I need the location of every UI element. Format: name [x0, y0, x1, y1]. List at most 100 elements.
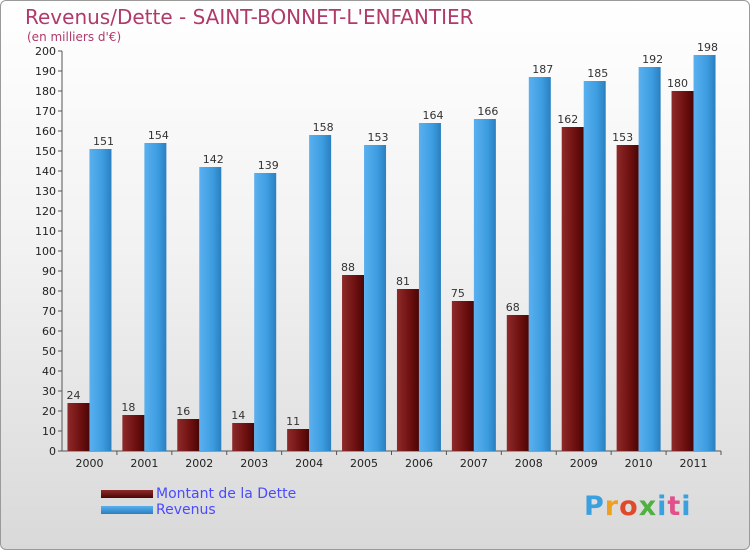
revenue-bar	[693, 55, 716, 451]
revenue-bar	[583, 81, 606, 451]
logo-letter: r	[604, 491, 620, 522]
revenue-value-label: 198	[697, 41, 718, 54]
revenue-value-label: 151	[93, 135, 114, 148]
x-tick-label: 2004	[295, 457, 323, 470]
proxiti-logo: Proxiti	[584, 491, 692, 522]
revenue-value-label: 139	[258, 159, 279, 172]
debt-value-label: 75	[451, 287, 465, 300]
revenue-value-label: 153	[368, 131, 389, 144]
debt-value-label: 88	[341, 261, 355, 274]
revenue-value-label: 166	[477, 105, 498, 118]
revenue-value-label: 142	[203, 153, 224, 166]
debt-value-label: 153	[612, 131, 633, 144]
debt-value-label: 68	[506, 301, 520, 314]
debt-bar	[342, 275, 365, 451]
y-tick-label: 30	[42, 385, 56, 398]
y-tick-label: 200	[35, 45, 56, 58]
value-labels: 24 151 18 154 16 142 14 139 11 158 88 153 81 164 75 166…	[66, 41, 718, 428]
revenue-value-label: 192	[642, 53, 663, 66]
legend-label-revenue: Revenus	[156, 502, 216, 518]
debt-value-label: 24	[66, 389, 80, 402]
y-tick-label: 90	[42, 265, 56, 278]
debt-bar	[616, 145, 639, 451]
y-tick-label: 20	[42, 405, 56, 418]
x-tick-label: 2007	[460, 457, 488, 470]
debt-bar	[232, 423, 255, 451]
y-tick-label: 50	[42, 345, 56, 358]
debt-bar	[506, 315, 529, 451]
legend-swatch-revenue	[101, 506, 153, 514]
chart-subtitle: (en milliers d'€)	[27, 30, 122, 44]
x-tick-label: 2000	[75, 457, 103, 470]
revenue-bar	[364, 145, 387, 451]
revenue-value-label: 187	[532, 63, 553, 76]
legend-label-debt: Montant de la Dette	[156, 486, 297, 502]
logo-letter: i	[657, 491, 668, 522]
debt-value-label: 180	[667, 77, 688, 90]
debt-value-label: 81	[396, 275, 410, 288]
logo-letter: t	[667, 491, 682, 522]
debt-bar	[671, 91, 694, 451]
revenue-bar	[254, 173, 277, 451]
x-tick-label: 2002	[185, 457, 213, 470]
x-tick-label: 2001	[130, 457, 158, 470]
revenue-bar	[199, 167, 222, 451]
debt-value-label: 162	[557, 113, 578, 126]
y-tick-label: 70	[42, 305, 56, 318]
y-tick-label: 10	[42, 425, 56, 438]
debt-value-label: 11	[286, 415, 300, 428]
revenue-bar	[638, 67, 661, 451]
revenue-bar	[528, 77, 551, 451]
revenue-bar	[144, 143, 167, 451]
y-tick-label: 110	[35, 225, 56, 238]
debt-bar	[287, 429, 310, 451]
x-tick-label: 2011	[680, 457, 708, 470]
logo-letter: o	[619, 491, 639, 522]
debt-value-label: 14	[231, 409, 245, 422]
axes: 0 10 20 30 40 50 60 70 80 90 100 110 120 130 140 150 160…	[35, 45, 722, 470]
y-tick-label: 60	[42, 325, 56, 338]
y-tick-label: 130	[35, 185, 56, 198]
y-tick-label: 0	[49, 445, 56, 458]
revenue-value-label: 154	[148, 129, 169, 142]
debt-bar	[561, 127, 584, 451]
debt-bar	[122, 415, 145, 451]
y-tick-label: 40	[42, 365, 56, 378]
y-tick-label: 150	[35, 145, 56, 158]
revenue-value-label: 185	[587, 67, 608, 80]
logo-letter: P	[584, 491, 605, 522]
revenue-value-label: 164	[422, 109, 443, 122]
revenue-bar	[309, 135, 332, 451]
revenue-bar	[89, 149, 112, 451]
revenue-value-label: 158	[313, 121, 334, 134]
y-tick-label: 120	[35, 205, 56, 218]
y-tick-label: 80	[42, 285, 56, 298]
logo-letter: x	[638, 491, 658, 522]
x-tick-label: 2008	[515, 457, 543, 470]
revenue-bar	[473, 119, 496, 451]
debt-bar	[451, 301, 474, 451]
x-tick-label: 2009	[570, 457, 598, 470]
y-tick-label: 170	[35, 105, 56, 118]
debt-value-label: 16	[176, 405, 190, 418]
y-tick-label: 190	[35, 65, 56, 78]
logo-letter: i	[681, 491, 692, 522]
y-tick-label: 140	[35, 165, 56, 178]
legend-swatch-debt	[101, 490, 153, 498]
y-tick-label: 180	[35, 85, 56, 98]
debt-bar	[67, 403, 90, 451]
bars	[67, 55, 716, 451]
y-tick-label: 100	[35, 245, 56, 258]
x-tick-label: 2003	[240, 457, 268, 470]
debt-value-label: 18	[121, 401, 135, 414]
x-tick-label: 2005	[350, 457, 378, 470]
y-tick-label: 160	[35, 125, 56, 138]
revenue-bar	[418, 123, 441, 451]
chart-title: Revenus/Dette - SAINT-BONNET-L'ENFANTIER	[25, 5, 474, 29]
debt-bar	[177, 419, 200, 451]
debt-bar	[396, 289, 419, 451]
x-tick-label: 2010	[625, 457, 653, 470]
x-tick-label: 2006	[405, 457, 433, 470]
